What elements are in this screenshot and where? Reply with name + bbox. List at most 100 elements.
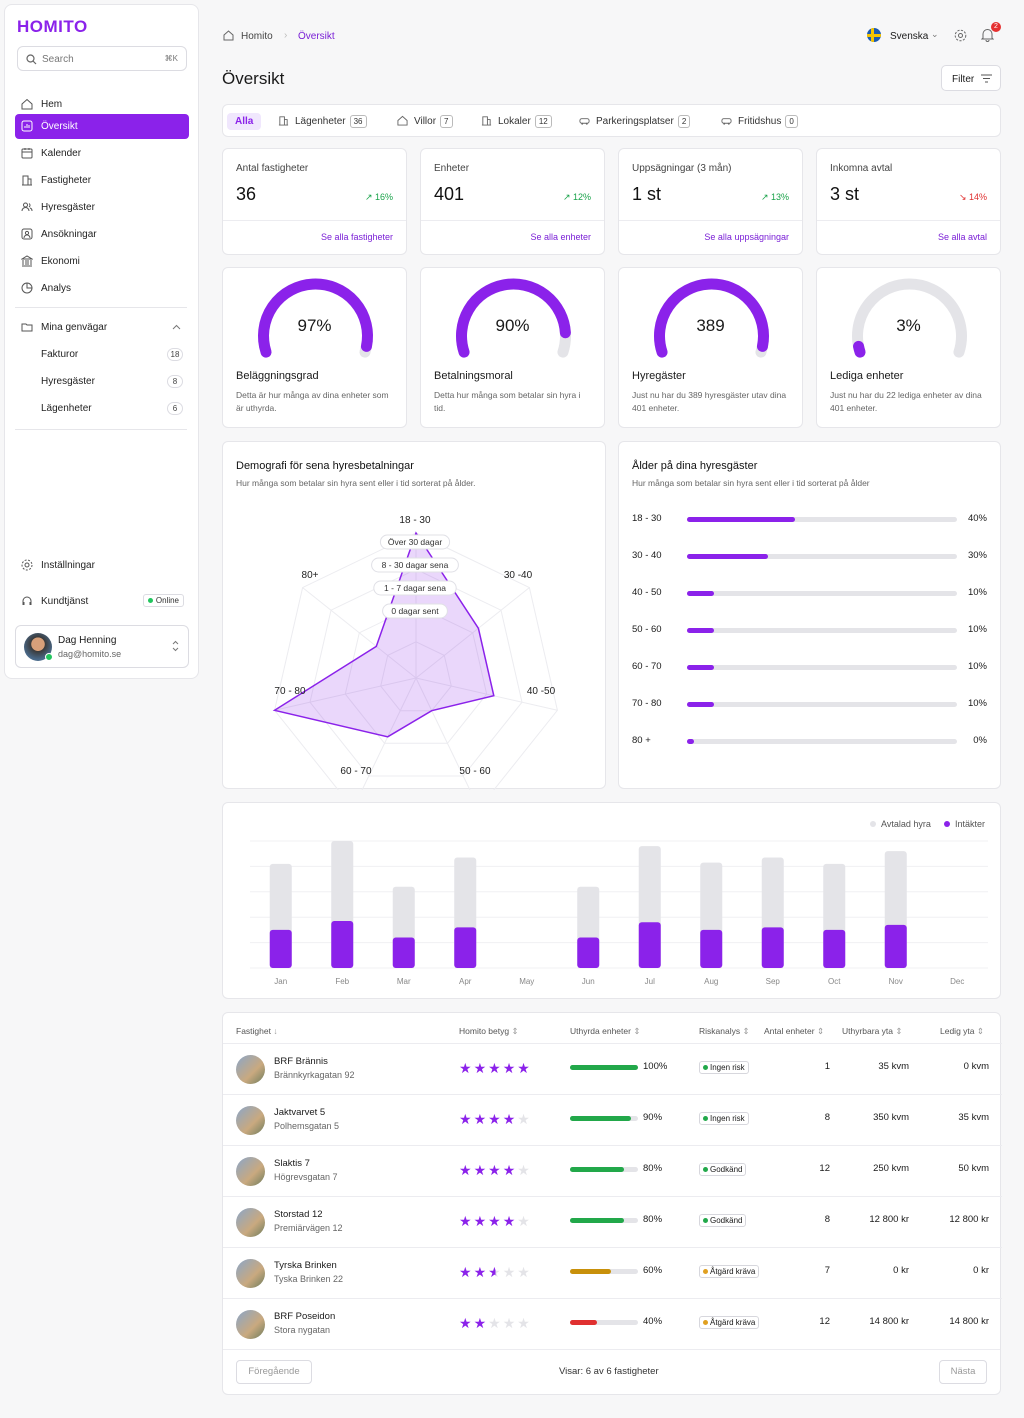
sidebar-item-ansökningar[interactable]: Ansökningar <box>15 222 189 247</box>
stat-value: 401 <box>434 184 465 204</box>
language-select[interactable]: Svenska <box>890 31 929 42</box>
col-uthyrda-header[interactable]: Uthyrda enheter ⇕ <box>570 1026 640 1037</box>
bar-intakter[interactable] <box>823 929 846 968</box>
tab-parkeringsplatser[interactable]: Parkeringsplatser 2 <box>579 113 691 130</box>
occupancy-value: 80% <box>643 1163 663 1174</box>
property-address: Högrevsgatan 7 <box>274 1172 338 1182</box>
sidebar-item-ekonomi[interactable]: Ekonomi <box>15 249 189 274</box>
bar-intakter[interactable] <box>638 922 661 968</box>
stat-link[interactable]: Se alla uppsägningar <box>704 232 789 242</box>
bell-icon[interactable] <box>981 28 994 42</box>
table-row[interactable]: BRF Poseidon Stora nygatan ★★★★★ 40% Åtgärd … <box>223 1298 1002 1349</box>
col-ledig-header[interactable]: Ledig yta ⇕ <box>940 1026 984 1037</box>
star-icon: ★ <box>502 1111 518 1127</box>
radar-ring-pill <box>379 534 451 550</box>
bar-intakter[interactable] <box>454 927 477 968</box>
gauge-arc <box>852 278 967 358</box>
tab-alla[interactable]: Alla <box>227 113 262 130</box>
tab-villor[interactable]: Villor 7 <box>397 113 453 130</box>
col-yta-header[interactable]: Uthyrbara yta ⇕ <box>842 1026 903 1037</box>
col-fastighet-header[interactable]: Fastighet ↓ <box>236 1026 278 1036</box>
occupancy-value: 40% <box>643 1316 663 1327</box>
star-icon: ★ <box>473 1162 489 1178</box>
table-row[interactable]: Tyrska Brinken Tyska Brinken 22 ★★★★★ 60% Åt… <box>223 1247 1002 1298</box>
revenue-bar-chart: Jan Feb Mar Apr May Jun Jul Aug Sep Oct Nov Dec Avta… <box>250 819 988 986</box>
col-risk-header[interactable]: Riskanalys ⇕ <box>699 1026 750 1037</box>
breadcrumb-current: Översikt <box>298 31 335 42</box>
stat-value: 1 st <box>632 184 662 204</box>
trend-value: 14% <box>968 192 987 202</box>
sweden-flag-icon[interactable] <box>867 28 881 42</box>
bar-intakter[interactable] <box>577 937 600 968</box>
radar-axis <box>274 677 417 711</box>
bar-intakter[interactable] <box>761 927 784 968</box>
bar-intakter[interactable] <box>392 937 415 968</box>
tab-lokaler[interactable]: Lokaler 12 <box>481 113 552 130</box>
shortcut-item[interactable]: Fakturor 18 <box>15 342 189 367</box>
sidebar-item-analys[interactable]: Analys <box>15 276 189 301</box>
rentable-area: 35 kvm <box>878 1061 909 1072</box>
sidebar-item-hyresgäster[interactable]: Hyresgäster <box>15 195 189 220</box>
gauge-arc <box>456 278 571 358</box>
sidebar-item-support[interactable]: Kundtjänst Online <box>15 589 189 614</box>
column-label: Ledig yta <box>940 1026 975 1036</box>
rating-stars: ★★★★★ <box>459 1111 532 1128</box>
breadcrumb-home[interactable]: Homito <box>241 31 273 42</box>
radar-ring-label: Över 30 dagar <box>388 537 443 547</box>
home-icon[interactable] <box>223 30 234 41</box>
ages-subtitle: Hur många som betalar sin hyra sent elle… <box>632 478 870 488</box>
previous-button[interactable]: Föregående <box>236 1360 312 1384</box>
gear-icon[interactable] <box>954 29 967 42</box>
vacant-area: 35 kvm <box>958 1112 989 1123</box>
settings-label: Inställningar <box>41 560 95 571</box>
table-row[interactable]: Jaktvarvet 5 Polhemsgatan 5 ★★★★★ 90% Ingen … <box>223 1094 1002 1145</box>
table-row[interactable]: BRF Brännis Brännkyrkagatan 92 ★★★★★ 100% In… <box>223 1043 1002 1094</box>
age-value: 10% <box>967 698 987 709</box>
next-button[interactable]: Nästa <box>939 1360 987 1384</box>
sidebar-item-kalender[interactable]: Kalender <box>15 141 189 166</box>
risk-dot <box>703 1065 708 1070</box>
sidebar-item-hem[interactable]: Hem <box>15 92 189 117</box>
risk-dot <box>703 1320 708 1325</box>
occupancy-bar-track <box>570 1218 638 1223</box>
col-betyg-header[interactable]: Homito betyg ⇕ <box>459 1026 519 1037</box>
search-input[interactable]: Search ⌘K <box>17 46 187 71</box>
logo[interactable]: HOMITO <box>17 17 88 36</box>
stat-link[interactable]: Se alla enheter <box>530 232 591 242</box>
gauge-title: Beläggningsgrad <box>236 370 319 382</box>
sidebar-item-settings[interactable]: Inställningar <box>15 553 189 578</box>
column-label: Antal enheter <box>764 1026 815 1036</box>
stat-card: Enheter 401 ↗ 12% Se alla enheter <box>420 148 605 255</box>
bar-intakter[interactable] <box>269 929 292 968</box>
bar-intakter[interactable] <box>700 929 723 968</box>
user-menu[interactable]: Dag Henning dag@homito.se <box>15 625 189 668</box>
gear-icon <box>21 559 33 571</box>
gauge-card: 389 Hyregäster Just nu har du 389 hyresgäs… <box>618 267 803 428</box>
bar-intakter[interactable] <box>331 921 354 968</box>
shortcut-count: 18 <box>167 348 183 361</box>
star-icon: ★ <box>488 1060 503 1076</box>
risk-badge: Ingen risk <box>699 1061 749 1074</box>
shortcuts-toggle[interactable]: Mina genvägar <box>15 315 189 340</box>
col-antal-header[interactable]: Antal enheter ⇕ <box>764 1026 824 1037</box>
filter-button[interactable]: Filter <box>941 65 1001 91</box>
tab-count: 0 <box>785 115 798 128</box>
shortcut-label: Hyresgäster <box>41 376 95 387</box>
sidebar-item-fastigheter[interactable]: Fastigheter <box>15 168 189 193</box>
sidebar-item-översikt[interactable]: Översikt <box>15 114 189 139</box>
revenue-chart-card: Jan Feb Mar Apr May Jun Jul Aug Sep Oct Nov Dec Avta… <box>222 802 1001 999</box>
divider <box>421 220 604 221</box>
table-row[interactable]: Storstad 12 Premiärvägen 12 ★★★★★ 80% Godkän… <box>223 1196 1002 1247</box>
bar-intakter[interactable] <box>884 924 907 968</box>
tab-fritidshus[interactable]: Fritidshus 0 <box>721 113 798 130</box>
x-tick-label: Nov <box>889 977 903 986</box>
occupancy-bar-fill <box>570 1269 611 1274</box>
gauge-arc <box>258 278 373 358</box>
star-icon: ★ <box>473 1111 489 1127</box>
table-row[interactable]: Slaktis 7 Högrevsgatan 7 ★★★★★ 80% Godkänd 12… <box>223 1145 1002 1196</box>
stat-link[interactable]: Se alla fastigheter <box>320 232 393 242</box>
shortcut-item[interactable]: Lägenheter 6 <box>15 396 189 421</box>
tab-lägenheter[interactable]: Lägenheter 36 <box>278 113 367 130</box>
shortcut-item[interactable]: Hyresgäster 8 <box>15 369 189 394</box>
stat-link[interactable]: Se alla avtal <box>937 232 987 242</box>
